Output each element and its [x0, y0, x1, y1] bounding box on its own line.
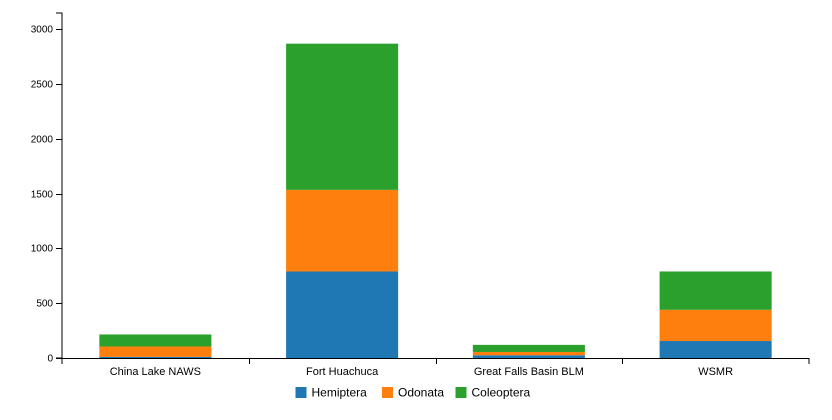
bar-segment-coleoptera: [659, 271, 772, 310]
bar-segment-coleoptera: [99, 334, 212, 347]
bar-segment-odonata: [99, 346, 212, 357]
x-axis: China Lake NAWS Fort Huachuca Great Falls …: [61, 358, 810, 378]
bar-segment-hemiptera: [99, 356, 212, 358]
bar-stack: [472, 344, 585, 358]
legend-label: Coleoptera: [472, 386, 531, 400]
y-axis-line: [56, 12, 63, 359]
legend-item-hemiptera[interactable]: Hemiptera: [295, 386, 368, 400]
y-tick-label: 500: [36, 299, 53, 310]
x-tick-label: WSMR: [698, 366, 733, 378]
x-tick-label: China Lake NAWS: [110, 366, 201, 378]
x-tick-label: Fort Huachuca: [306, 366, 379, 378]
x-tick-label: Great Falls Basin BLM: [474, 366, 584, 378]
legend-label: Odonata: [398, 386, 444, 400]
legend-swatch: [455, 387, 467, 398]
bar-segment-hemiptera: [659, 341, 772, 358]
bar-stack: [286, 43, 399, 358]
x-axis-line: [61, 358, 810, 364]
y-tick-label: 2000: [31, 135, 54, 146]
y-tick-label: 1500: [31, 190, 54, 201]
bar-stack: [659, 271, 772, 358]
legend-swatch: [382, 387, 393, 398]
y-tick-label: 2500: [31, 80, 54, 91]
bar-segment-coleoptera: [472, 344, 585, 352]
legend: Hemiptera Odonata Coleoptera: [295, 386, 531, 400]
bar-segment-odonata: [472, 351, 585, 356]
y-axis: 0 500 1000 1500 2000 2500 3000: [31, 12, 63, 365]
legend-item-odonata[interactable]: Odonata: [382, 386, 444, 400]
y-tick-label: 3000: [31, 25, 54, 36]
legend-label: Hemiptera: [312, 386, 368, 400]
bar-segment-odonata: [286, 189, 399, 272]
bar-stack: [99, 334, 212, 358]
bar-segment-odonata: [659, 309, 772, 342]
y-tick-label: 0: [47, 354, 53, 365]
bar-stacks: [99, 43, 772, 358]
bar-segment-hemiptera: [286, 271, 399, 358]
legend-item-coleoptera[interactable]: Coleoptera: [455, 386, 531, 400]
bar-segment-hemiptera: [472, 355, 585, 358]
legend-swatch: [295, 387, 307, 398]
bar-segment-coleoptera: [286, 43, 399, 190]
y-tick-label: 1000: [31, 244, 54, 255]
